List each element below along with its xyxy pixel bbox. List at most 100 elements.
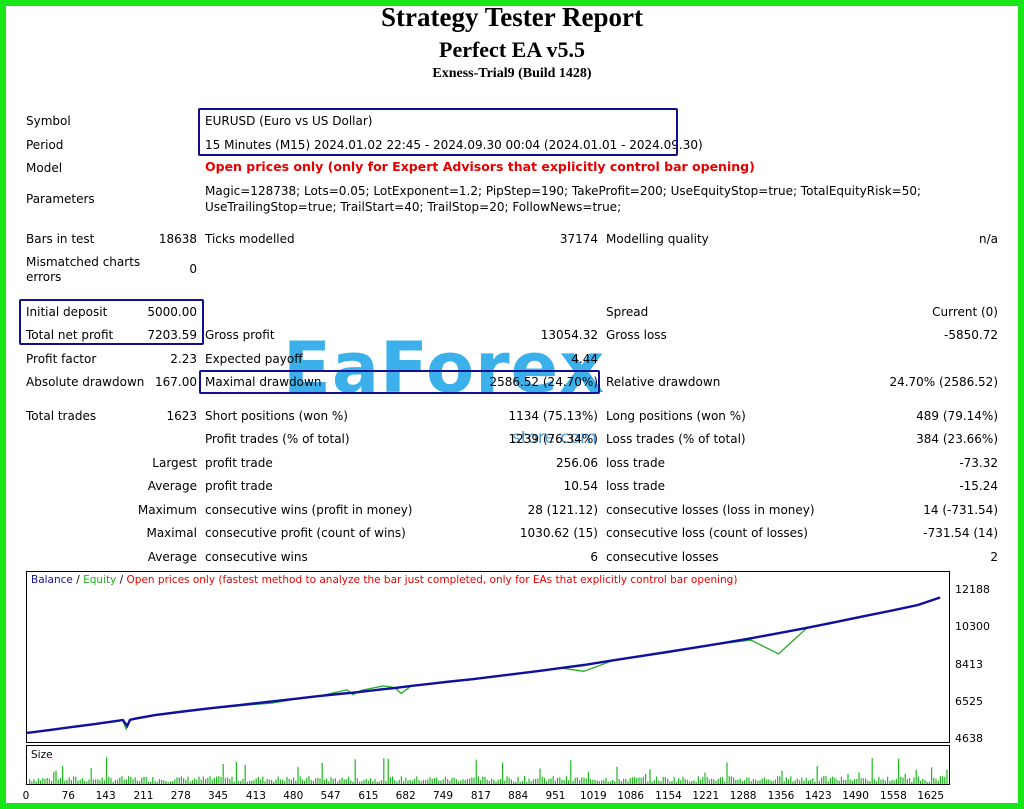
- size-bar: [227, 777, 229, 784]
- size-bar: [673, 777, 675, 784]
- size-bar: [510, 779, 512, 784]
- size-bar: [895, 779, 897, 784]
- size-bar: [48, 778, 50, 784]
- largest-label: Largest: [152, 456, 197, 470]
- maximal-cons-loss-label: consecutive loss (count of losses): [606, 526, 808, 540]
- size-bar: [51, 780, 53, 784]
- size-bar: [442, 779, 444, 784]
- quality-value: n/a: [978, 232, 998, 246]
- size-bar: [392, 776, 394, 784]
- size-bar: [33, 779, 35, 784]
- size-bar: [796, 778, 798, 784]
- size-bar: [53, 771, 55, 784]
- max-cons-losses-value: 14 (-731.54): [923, 503, 998, 517]
- size-bar: [64, 780, 66, 784]
- size-bar: [306, 777, 308, 784]
- size-bar: [939, 776, 941, 784]
- x-tick-label: 1288: [729, 790, 757, 802]
- size-bar: [702, 776, 704, 784]
- abs-drawdown-value: 167.00: [155, 375, 197, 389]
- x-tick-label: 682: [395, 790, 416, 802]
- size-bar: [147, 781, 149, 784]
- size-bar: [502, 762, 504, 784]
- size-bar: [917, 776, 919, 784]
- size-bar: [246, 781, 248, 784]
- size-bar: [814, 781, 816, 784]
- size-bar: [451, 777, 453, 784]
- size-bar: [321, 763, 323, 784]
- size-bar: [629, 778, 631, 784]
- maximum-label: Maximum: [137, 503, 197, 517]
- size-bar: [167, 782, 169, 784]
- x-tick-label: 1625: [917, 790, 945, 802]
- server-build: Exness-Trial9 (Build 1428): [432, 66, 592, 81]
- size-bar: [42, 778, 44, 784]
- short-positions-label: Short positions (won %): [205, 409, 348, 423]
- size-bar: [398, 779, 400, 784]
- size-bar: [178, 777, 180, 784]
- size-bar: [535, 779, 537, 784]
- size-bar: [136, 780, 138, 784]
- size-bar: [810, 779, 812, 784]
- x-tick-label: 1356: [767, 790, 795, 802]
- size-bar: [499, 778, 501, 784]
- size-bar: [739, 778, 741, 784]
- size-bar: [438, 780, 440, 784]
- size-bar: [407, 780, 409, 784]
- size-bar: [557, 778, 559, 784]
- size-bar: [207, 777, 209, 784]
- maximal-cons-profit-value: 1030.62 (15): [519, 526, 598, 540]
- size-bar: [748, 777, 750, 784]
- size-bar: [713, 779, 715, 784]
- size-bar: [55, 770, 57, 784]
- size-bar: [213, 777, 215, 784]
- size-bar: [614, 781, 616, 784]
- size-bar: [737, 780, 739, 784]
- size-bar: [106, 757, 108, 784]
- spread-label: Spread: [606, 305, 649, 319]
- size-bar: [176, 777, 178, 784]
- size-bar: [891, 779, 893, 784]
- size-bar: [319, 778, 321, 784]
- size-bar: [372, 781, 374, 784]
- gross-profit-label: Gross profit: [205, 328, 275, 342]
- size-bar: [623, 778, 625, 784]
- size-bar: [491, 778, 493, 784]
- size-bar: [704, 772, 706, 784]
- size-bar: [794, 780, 796, 784]
- size-bar: [284, 781, 286, 784]
- size-bar: [416, 776, 418, 784]
- long-positions-value: 489 (79.14%): [916, 409, 998, 423]
- size-bar: [680, 780, 682, 784]
- size-bar: [422, 780, 424, 784]
- size-bar: [396, 781, 398, 784]
- size-bar: [689, 781, 691, 784]
- size-bar: [150, 781, 152, 784]
- size-bar: [805, 777, 807, 784]
- size-bar: [156, 781, 158, 784]
- size-bar: [682, 776, 684, 784]
- size-bar: [746, 777, 748, 784]
- size-bar: [598, 781, 600, 784]
- legend-equity: Equity: [83, 574, 117, 586]
- size-bar: [436, 777, 438, 784]
- size-bar: [200, 779, 202, 784]
- size-bar: [750, 781, 752, 784]
- x-tick-label: 1423: [804, 790, 832, 802]
- total-trades-label: Total trades: [26, 409, 97, 423]
- size-bar: [550, 778, 552, 784]
- size-bar: [119, 777, 121, 784]
- balance-line: [26, 596, 941, 735]
- size-bar: [97, 779, 99, 784]
- size-bar: [752, 779, 754, 784]
- size-bar: [209, 776, 211, 784]
- size-bar: [315, 778, 317, 784]
- size-bar: [86, 781, 88, 784]
- size-bar: [565, 776, 567, 784]
- period-label: Period: [26, 138, 64, 152]
- size-bar: [715, 781, 717, 784]
- size-bar: [370, 778, 372, 784]
- period-value: 15 Minutes (M15) 2024.01.02 22:45 - 2024…: [205, 138, 703, 152]
- size-bar: [453, 777, 455, 784]
- size-bar: [189, 781, 191, 784]
